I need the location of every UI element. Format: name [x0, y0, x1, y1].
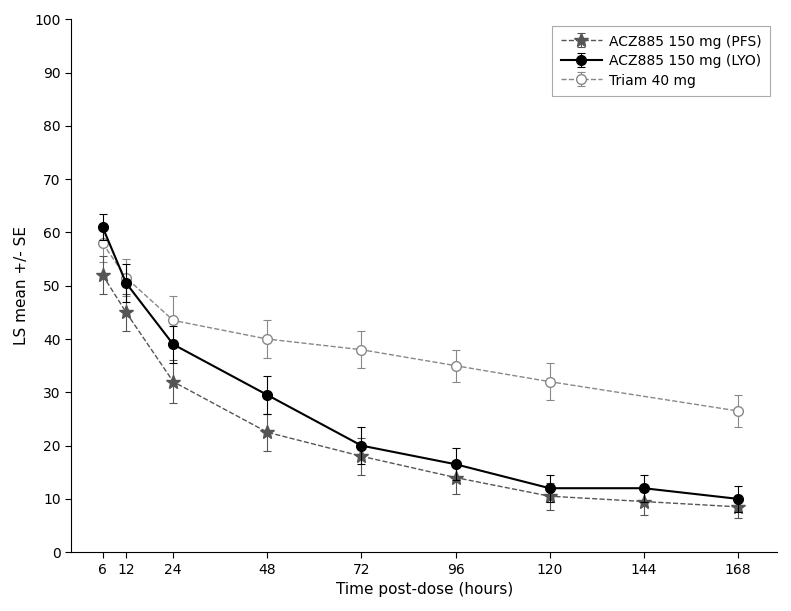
Legend: ACZ885 150 mg (PFS), ACZ885 150 mg (LYO), Triam 40 mg: ACZ885 150 mg (PFS), ACZ885 150 mg (LYO)…: [552, 26, 770, 96]
X-axis label: Time post-dose (hours): Time post-dose (hours): [335, 582, 513, 597]
Y-axis label: LS mean +/- SE: LS mean +/- SE: [14, 226, 29, 345]
